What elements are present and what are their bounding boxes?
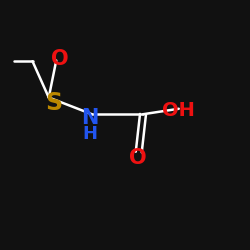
Text: H: H (82, 125, 98, 143)
Text: N: N (81, 108, 99, 128)
Text: OH: OH (162, 101, 195, 120)
Text: O: O (130, 148, 147, 168)
Text: O: O (51, 49, 68, 69)
Text: S: S (45, 90, 62, 114)
